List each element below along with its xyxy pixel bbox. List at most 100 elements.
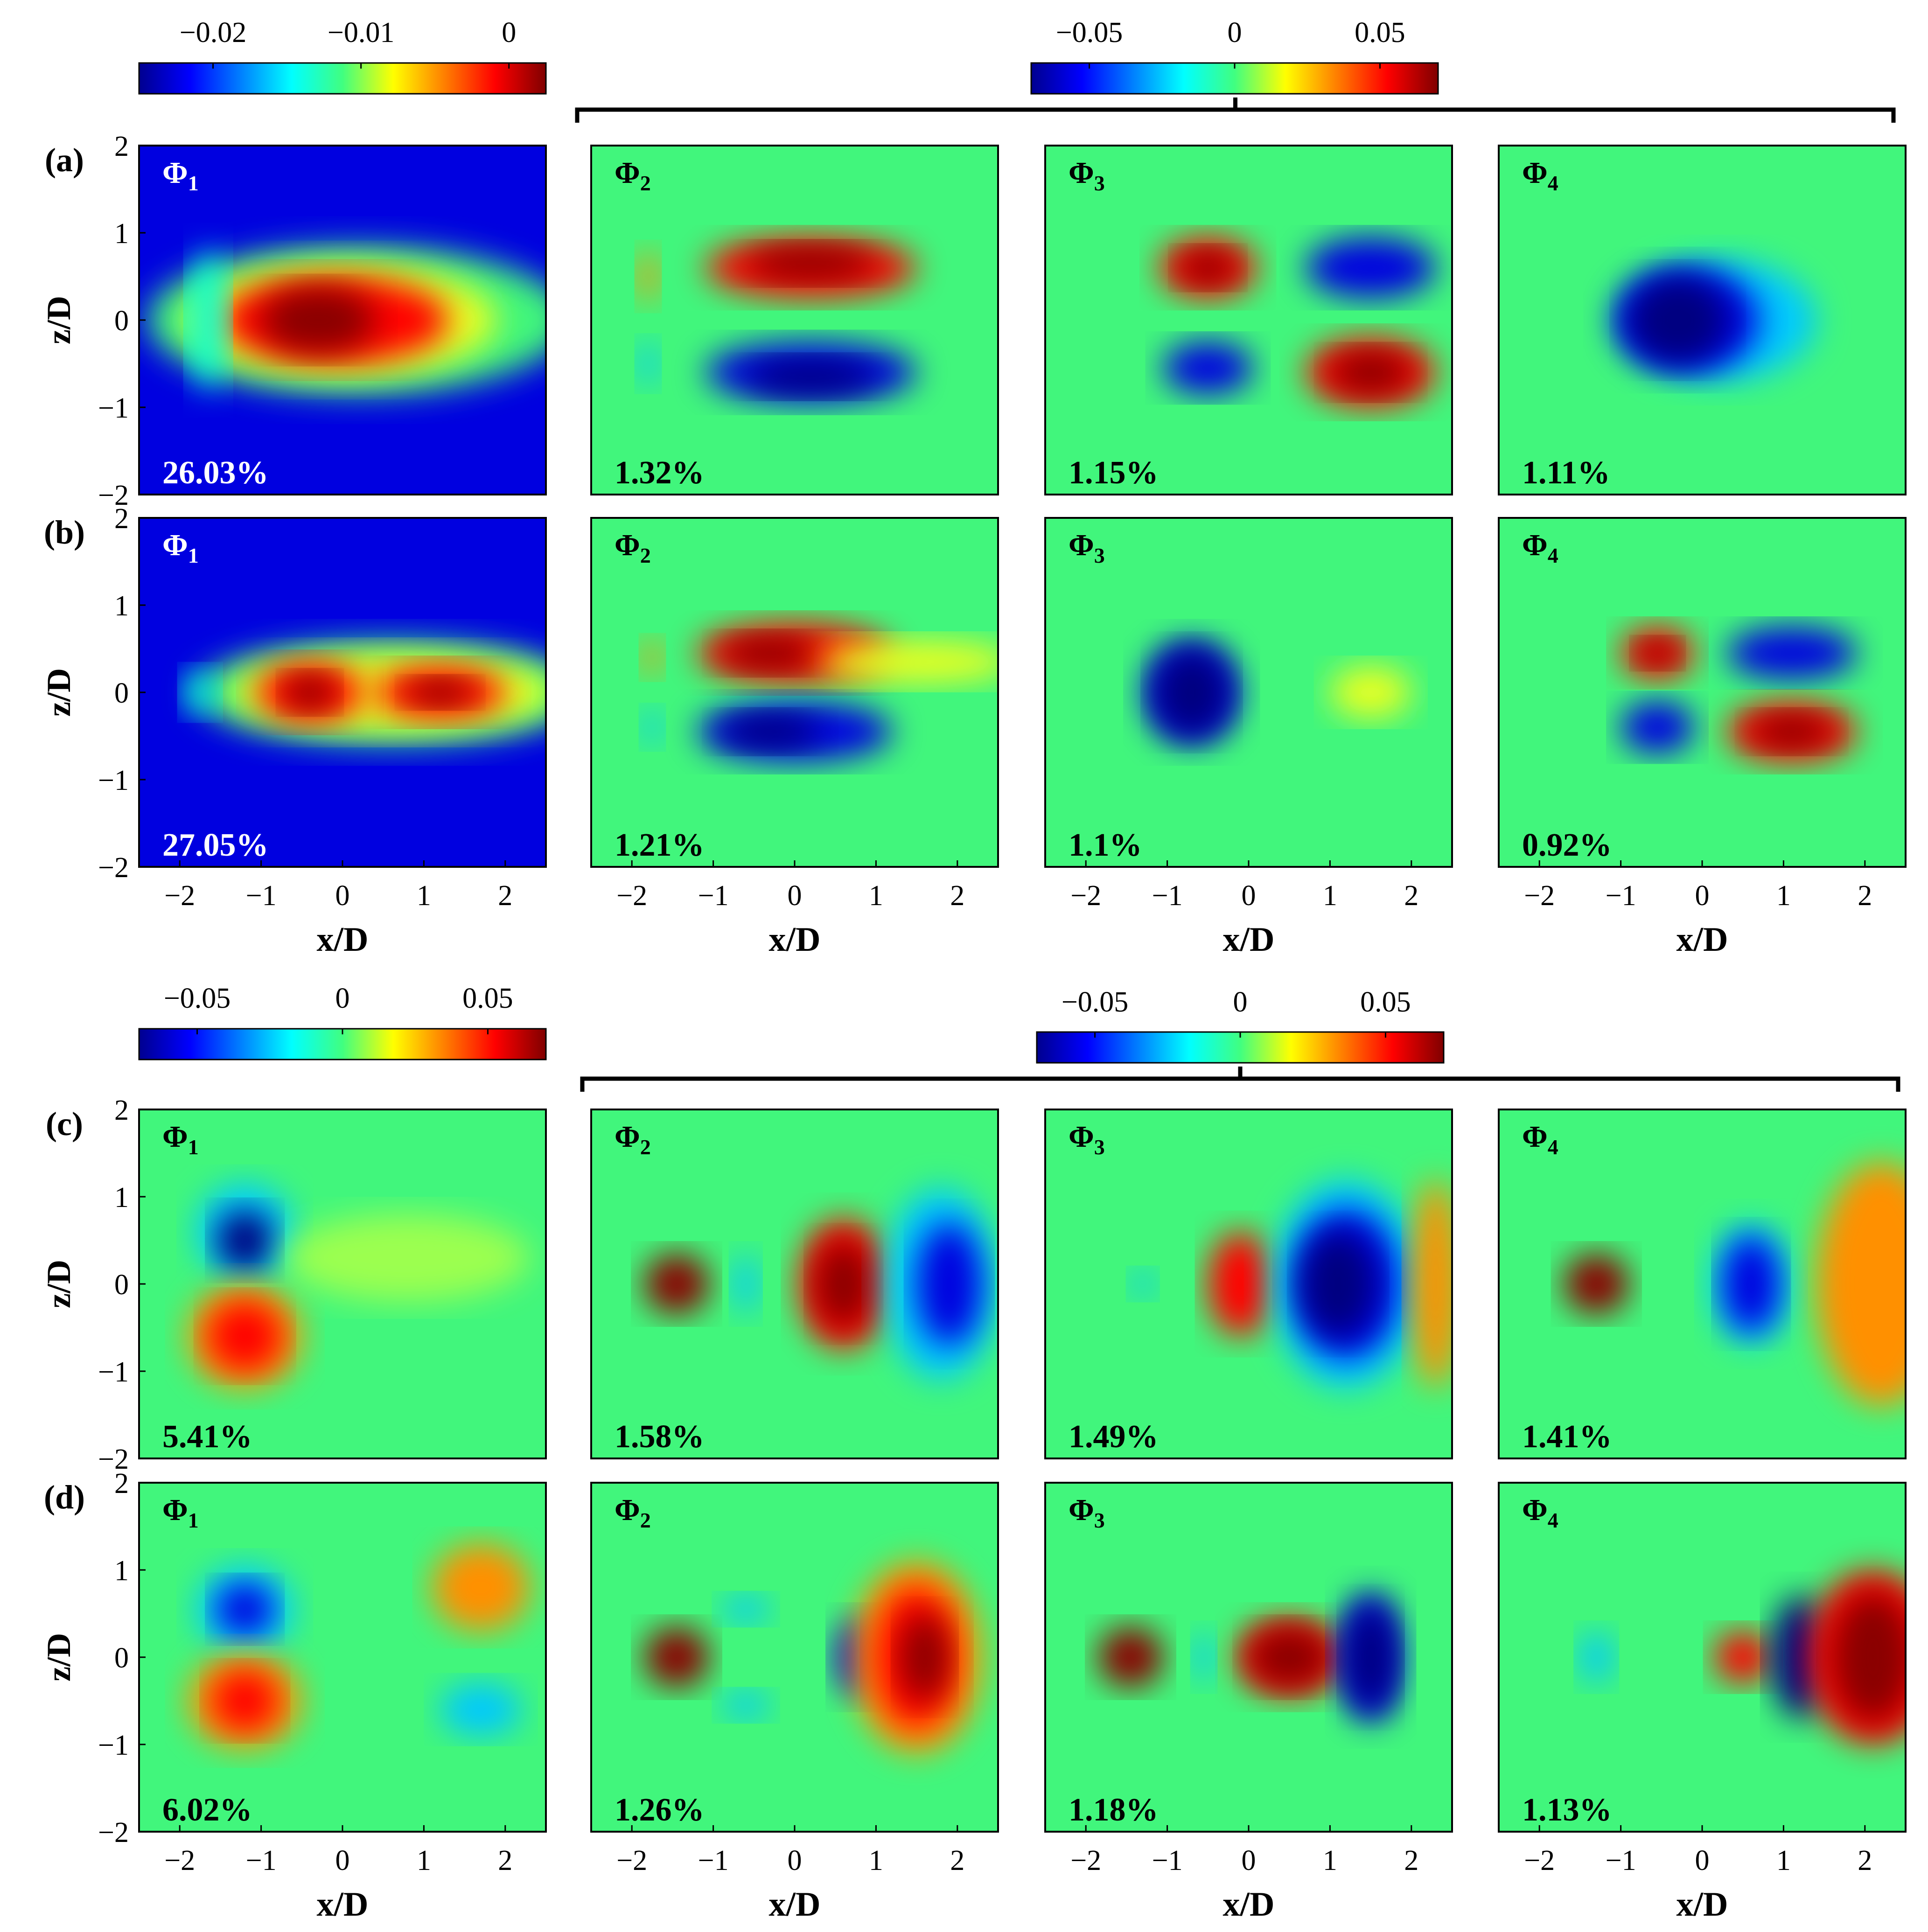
colorbar-tick-label: 0.05 <box>1360 986 1411 1018</box>
panel-b-mode-2: Φ2 1.21% <box>590 517 999 868</box>
x-tick-label: −2 <box>1524 880 1555 912</box>
field-blob <box>432 1543 530 1631</box>
field-blob <box>1411 1179 1452 1389</box>
mode-label: Φ1 <box>162 1493 199 1532</box>
z-tick-label: 1 <box>114 1555 129 1587</box>
field-map <box>1045 1109 1452 1458</box>
x-tick-label: −1 <box>1152 880 1183 912</box>
mode-label: Φ1 <box>162 528 199 567</box>
x-tick-label: 2 <box>1404 880 1418 912</box>
mode-label: Φ4 <box>1522 528 1558 567</box>
field-map <box>1499 518 1906 867</box>
x-tick-label: 1 <box>869 1845 883 1876</box>
field-blob <box>1637 640 1678 666</box>
mode-label: Φ3 <box>1069 1120 1105 1159</box>
mode-energy: 27.05% <box>162 827 269 863</box>
x-tick-label: 1 <box>869 880 883 912</box>
x-tick-label: −2 <box>616 1845 647 1876</box>
x-tick-label: −2 <box>616 880 647 912</box>
field-blob <box>1816 1162 1906 1406</box>
x-tick-label: 0 <box>788 1845 802 1876</box>
z-tick-label: 0 <box>114 305 129 337</box>
field-blob <box>1155 649 1229 736</box>
z-tick-label: 1 <box>114 1182 129 1214</box>
mode-energy: 26.03% <box>162 455 269 491</box>
field-blob <box>1098 1626 1163 1688</box>
colorbar-tick-label: 0.05 <box>462 983 513 1014</box>
field-blob <box>216 1583 273 1636</box>
mode-label: Φ1 <box>162 156 199 195</box>
field-blob <box>1564 1253 1629 1315</box>
field-map <box>139 1109 546 1458</box>
field-blob <box>285 1214 530 1302</box>
panel-frame <box>590 145 999 495</box>
mode-energy: 0.92% <box>1522 827 1612 863</box>
field-blob <box>1179 250 1236 286</box>
field-blob <box>1832 1591 1906 1723</box>
field-background <box>1499 518 1906 867</box>
x-tick-label: 2 <box>1404 1845 1418 1876</box>
x-axis-label: x/D <box>1677 1885 1728 1924</box>
x-tick-label: −1 <box>698 1845 729 1876</box>
x-tick-label: 2 <box>950 1845 964 1876</box>
field-background <box>139 1483 546 1832</box>
field-blob <box>721 635 819 671</box>
field-blob <box>1726 627 1857 679</box>
z-axis-label: z/D <box>40 668 77 717</box>
field-blob <box>1194 1631 1214 1684</box>
field-blob <box>183 670 217 714</box>
panel-a-mode-3: Φ3 1.15% <box>1044 145 1453 495</box>
z-tick-label: 2 <box>114 1095 129 1126</box>
x-tick-label: 0 <box>335 880 350 912</box>
x-tick-label: −2 <box>164 1845 195 1876</box>
panel-c-mode-4: Φ4 1.41% <box>1498 1109 1907 1459</box>
field-blob <box>216 1210 273 1271</box>
mode-label: Φ4 <box>1522 1120 1558 1159</box>
mode-energy: 1.18% <box>1069 1792 1159 1828</box>
field-blob <box>746 246 876 281</box>
field-background <box>591 146 998 495</box>
x-tick-label: −1 <box>1152 1845 1183 1876</box>
cb-bottom-right: −0.05 0 0.05 <box>580 986 1900 1092</box>
mode-label: Φ2 <box>615 156 651 195</box>
mode-energy: 1.21% <box>615 827 705 863</box>
field-blob <box>638 250 658 303</box>
field-map <box>1499 1483 1906 1832</box>
mode-energy: 1.58% <box>615 1419 705 1455</box>
x-tick-label: 1 <box>417 1845 431 1876</box>
x-tick-label: −2 <box>1524 1845 1555 1876</box>
field-blob <box>1163 342 1253 394</box>
x-tick-label: 1 <box>1323 1845 1337 1876</box>
colorbar-tick-label: 0 <box>1233 986 1248 1018</box>
x-tick-label: −1 <box>1606 880 1636 912</box>
panel-frame <box>1498 1109 1907 1459</box>
mode-energy: 1.15% <box>1069 455 1159 491</box>
z-tick-label: −2 <box>98 1444 129 1475</box>
mode-energy: 1.32% <box>615 455 705 491</box>
colorbar-tick-label: 0 <box>335 983 350 1014</box>
panel-c-mode-2: Φ2 1.58% <box>590 1109 999 1459</box>
field-blob <box>1131 1270 1155 1297</box>
field-blob <box>1714 1631 1772 1684</box>
field-blob <box>440 1683 522 1736</box>
panel-b-mode-4: Φ4 0.92% <box>1498 517 1907 868</box>
panel-frame <box>1044 145 1453 495</box>
panel-c-mode-1: Φ1 5.41% <box>138 1109 547 1459</box>
panel-d-mode-1: Φ1 6.02% <box>138 1482 547 1833</box>
z-tick-label: 1 <box>114 218 129 250</box>
z-tick-label: 2 <box>114 1468 129 1500</box>
x-tick-label: 0 <box>335 1845 350 1876</box>
field-blob <box>1346 1604 1395 1710</box>
z-tick-label: 0 <box>114 1269 129 1301</box>
panel-a-mode-1: Φ1 26.03% <box>138 145 547 495</box>
mode-energy: 1.1% <box>1069 827 1142 863</box>
x-tick-label: 2 <box>498 1845 512 1876</box>
field-blob <box>1301 1231 1375 1337</box>
mode-label: Φ3 <box>1069 1493 1105 1532</box>
z-tick-label: −2 <box>98 480 129 511</box>
colorbar-bracket <box>580 1067 1900 1092</box>
colorbar-tick-label: 0 <box>1228 17 1242 49</box>
x-axis-label: x/D <box>769 921 821 959</box>
field-blob <box>407 679 473 706</box>
